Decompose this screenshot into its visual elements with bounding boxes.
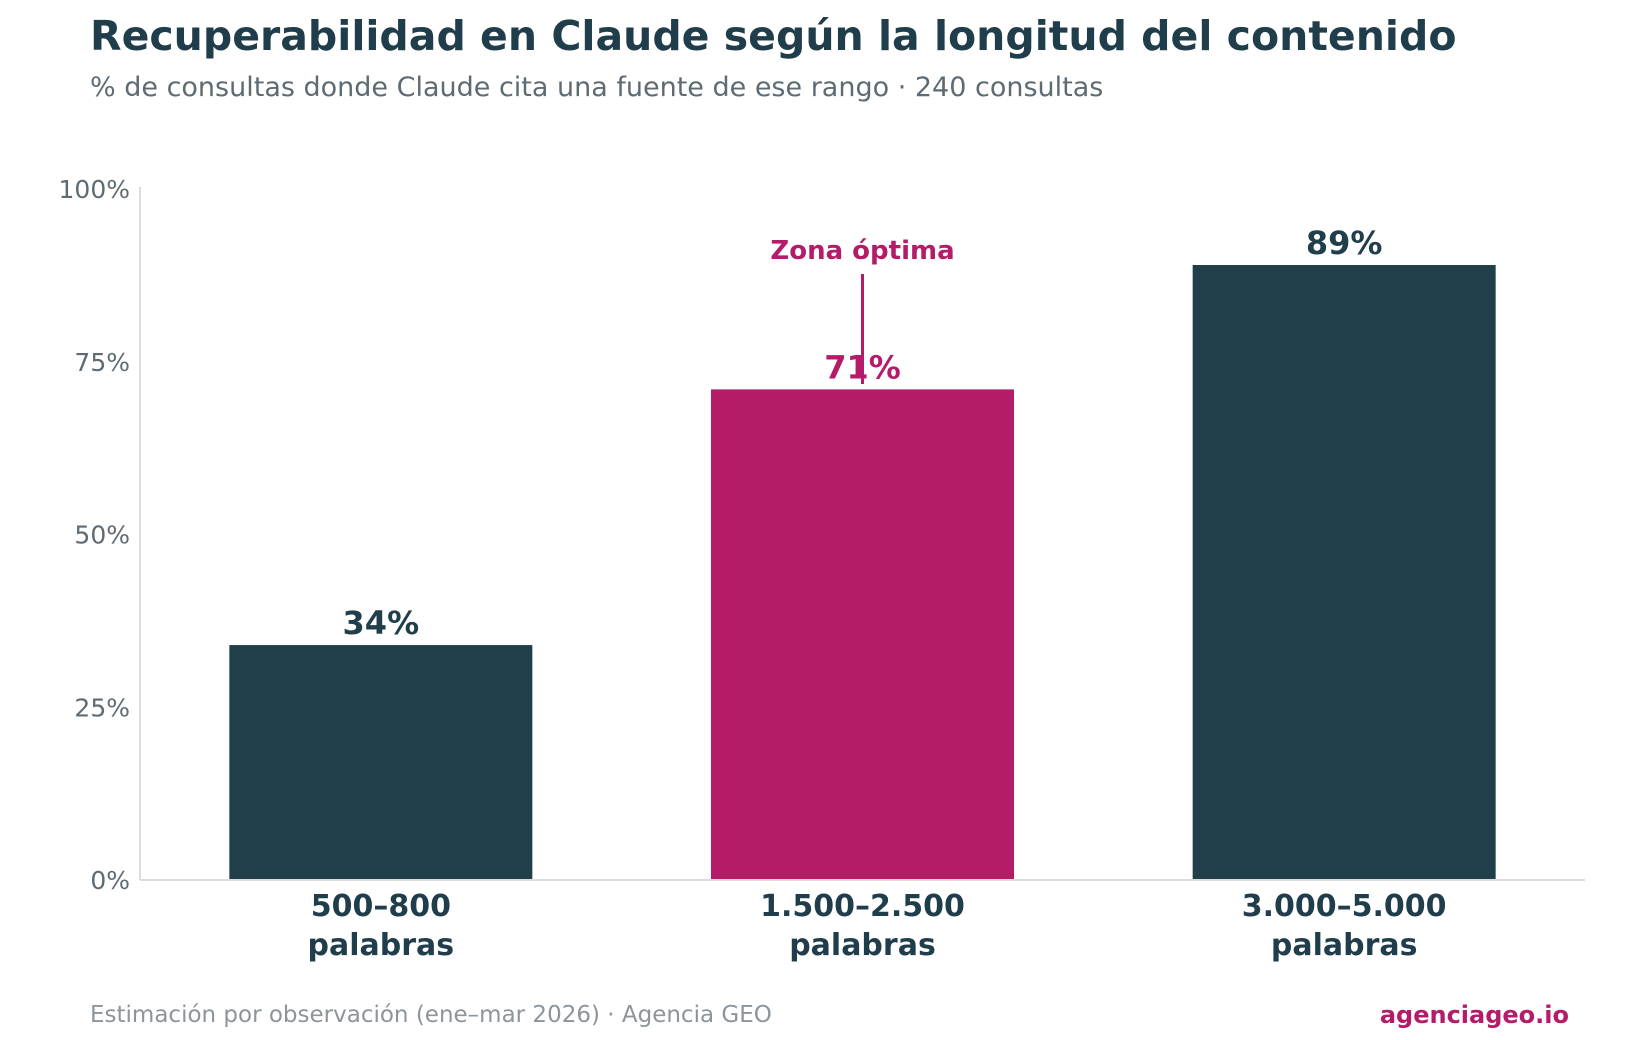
bars: 34%71%89% — [229, 224, 1496, 880]
x-tick-label: palabras — [789, 928, 936, 963]
chart-title: Recuperabilidad en Claude según la longi… — [90, 12, 1457, 60]
chart-subtitle: % de consultas donde Claude cita una fue… — [90, 72, 1104, 103]
bar — [229, 645, 533, 880]
y-tick-label: 0% — [90, 866, 130, 895]
annotation-label: Zona óptima — [770, 236, 954, 266]
y-tick-label: 75% — [74, 348, 130, 377]
footer-source: Estimación por observación (ene–mar 2026… — [90, 1002, 772, 1028]
x-axis: 500–800 palabras 1.500–2.500 palabras 3.000–… — [140, 879, 1585, 963]
bar-value-label: 34% — [343, 604, 420, 642]
x-tick-label: 1.500–2.500 — [760, 889, 965, 924]
bar — [711, 389, 1014, 880]
x-tick-label: palabras — [308, 928, 455, 963]
y-tick-label: 25% — [74, 693, 130, 722]
y-axis: 0% 25% 50% 75% 100% — [59, 175, 141, 895]
x-tick-label: palabras — [1271, 928, 1418, 963]
footer-brand: agenciageo.io — [1379, 1001, 1569, 1029]
bar-value-label: 89% — [1306, 224, 1383, 262]
x-tick-label: 3.000–5.000 — [1242, 889, 1447, 924]
bar — [1192, 265, 1496, 880]
y-tick-label: 100% — [59, 175, 130, 204]
y-tick-label: 50% — [74, 521, 130, 550]
x-tick-label: 500–800 — [311, 889, 451, 924]
annotation: Zona óptima — [770, 236, 955, 384]
